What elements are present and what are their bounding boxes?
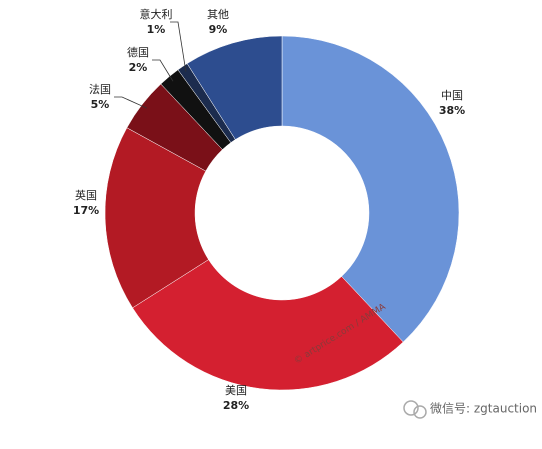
- slice-label: 其他: [207, 8, 229, 21]
- slice-label: 美国: [225, 384, 247, 397]
- slice-label: 中国: [441, 89, 463, 102]
- slice-value-label: 5%: [91, 98, 110, 111]
- leader-line: [152, 59, 174, 82]
- slice-label: 英国: [75, 188, 97, 202]
- slice: [104, 127, 209, 309]
- footer: 微信号: zgtauction: [430, 402, 537, 416]
- leader-line: [170, 21, 187, 72]
- slice: [132, 259, 404, 391]
- slice: [186, 35, 283, 140]
- slice-label: 意大利: [140, 7, 173, 21]
- slice-value-label: 38%: [439, 104, 465, 117]
- slice-value-label: 9%: [209, 23, 228, 36]
- slice-value-label: 28%: [223, 399, 249, 412]
- slice-label: 德国: [127, 45, 149, 59]
- slice-label: 法国: [89, 82, 111, 96]
- slice: [281, 35, 460, 343]
- footer-icon: [403, 400, 427, 419]
- slice-value-label: 17%: [73, 204, 99, 217]
- leader-line: [114, 96, 148, 109]
- slice-value-label: 1%: [147, 23, 166, 36]
- slice-value-label: 2%: [129, 61, 148, 74]
